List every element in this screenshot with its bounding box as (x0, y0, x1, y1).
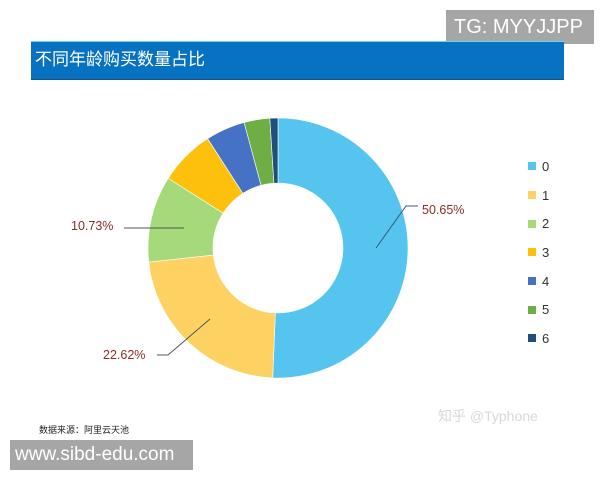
tg-watermark: TG: MYYJJPP (446, 10, 594, 44)
legend-swatch (528, 162, 536, 171)
legend-label: 5 (542, 302, 550, 318)
data-label-2: 10.73% (71, 219, 114, 233)
legend-item-5: 5 (528, 295, 549, 324)
leader-lines (124, 205, 418, 356)
chart-title-bar: 不同年龄购买数量占比 (31, 41, 564, 80)
legend-label: 0 (542, 158, 550, 174)
url-watermark: www.sibd-edu.com (10, 440, 193, 470)
donut-slice-0 (272, 117, 409, 379)
legend-item-4: 4 (528, 267, 549, 296)
data-source-note: 数据来源：阿里云天池 (39, 426, 130, 436)
legend-swatch (528, 334, 536, 343)
donut-slice-6 (269, 117, 279, 184)
chart-title: 不同年龄购买数量占比 (35, 50, 205, 70)
leader-line (157, 318, 211, 356)
donut-slice-1 (148, 254, 276, 379)
legend-item-0: 0 (528, 152, 549, 181)
zhihu-watermark: 知乎 @Typhone (438, 408, 538, 424)
legend-swatch (528, 219, 536, 228)
legend-label: 4 (542, 273, 550, 289)
leader-line (375, 205, 418, 249)
legend-label: 1 (542, 187, 550, 203)
legend-item-2: 2 (528, 209, 549, 238)
data-label-1: 22.62% (103, 348, 146, 362)
legend-item-6: 6 (528, 324, 549, 353)
chart-legend: 0 1 2 3 4 5 6 (528, 152, 549, 353)
legend-label: 3 (542, 244, 550, 260)
legend-item-3: 3 (528, 238, 549, 267)
legend-swatch (528, 277, 536, 286)
legend-swatch (528, 191, 536, 200)
data-label-0: 50.65% (422, 203, 465, 217)
legend-label: 2 (542, 216, 550, 232)
donut-slices (147, 117, 409, 379)
legend-swatch (528, 305, 536, 314)
legend-swatch (528, 248, 536, 257)
legend-item-1: 1 (528, 181, 549, 210)
legend-label: 6 (542, 330, 550, 346)
